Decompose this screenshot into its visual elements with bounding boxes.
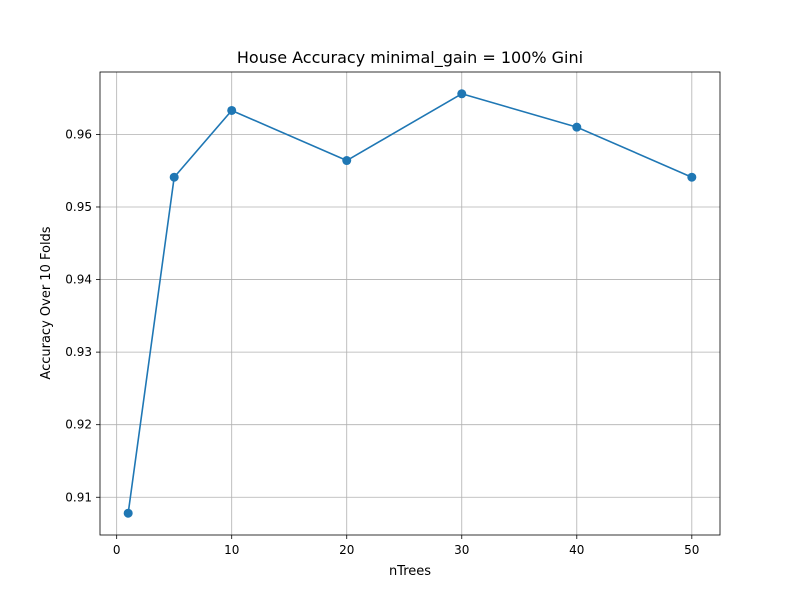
y-tick-label: 0.92 <box>65 418 92 432</box>
y-tick-label: 0.94 <box>65 273 92 287</box>
x-tick-label: 20 <box>339 543 354 557</box>
data-point <box>687 172 697 182</box>
ticks: 0 10 20 30 40 50 0.91 0.92 0.93 0.94 0.95 0.96 <box>65 127 699 557</box>
series-layer <box>123 89 697 518</box>
x-tick-label: 30 <box>454 543 469 557</box>
data-point <box>169 172 179 182</box>
grid <box>100 72 720 535</box>
y-tick-label: 0.96 <box>65 127 92 141</box>
axes <box>99 71 721 536</box>
data-point <box>457 89 467 99</box>
y-tick-label: 0.93 <box>65 345 92 359</box>
data-point <box>227 105 237 115</box>
x-tick-label: 10 <box>224 543 239 557</box>
x-axis-label: nTrees <box>389 564 431 579</box>
x-tick-label: 50 <box>684 543 699 557</box>
y-axis-label: Accuracy Over 10 Folds <box>39 226 54 379</box>
data-point <box>342 156 352 166</box>
plot-frame <box>99 71 721 536</box>
data-point <box>572 122 582 132</box>
x-tick-label: 40 <box>569 543 584 557</box>
x-tick-label: 0 <box>113 543 121 557</box>
y-tick-label: 0.91 <box>65 490 92 504</box>
chart-title: House Accuracy minimal_gain = 100% Gini <box>237 48 583 68</box>
data-point <box>123 508 133 518</box>
y-tick-label: 0.95 <box>65 200 92 214</box>
